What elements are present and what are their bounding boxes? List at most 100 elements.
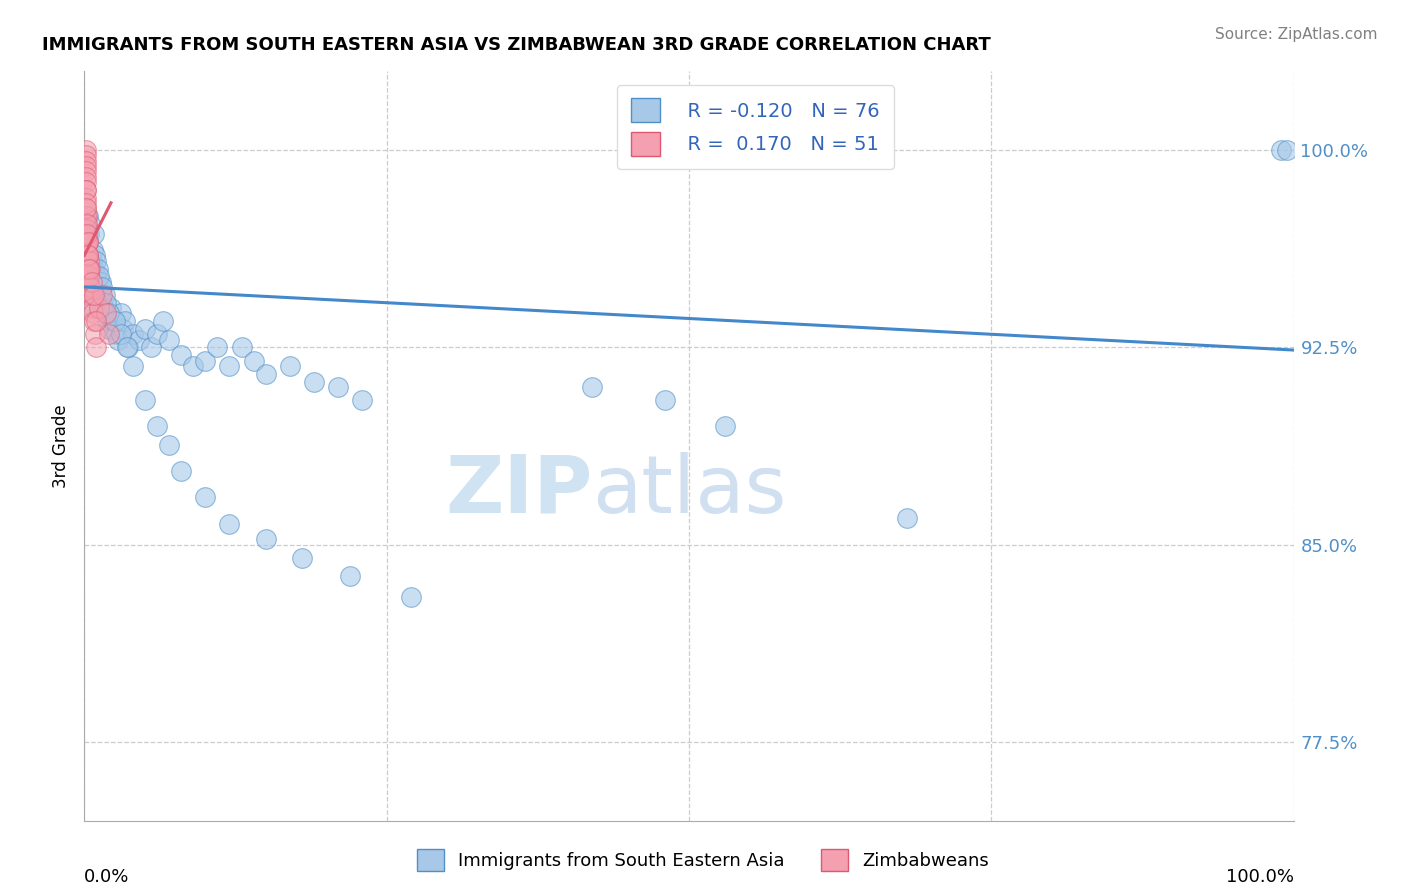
Point <box>86 340 108 354</box>
Point <box>654 392 676 407</box>
Point <box>80 275 103 289</box>
Text: Source: ZipAtlas.com: Source: ZipAtlas.com <box>1215 27 1378 42</box>
Point <box>302 375 325 389</box>
Point <box>75 175 97 189</box>
Point <box>86 314 108 328</box>
Point <box>79 248 101 262</box>
Point <box>194 353 217 368</box>
Point <box>94 288 117 302</box>
Text: IMMIGRANTS FROM SOUTH EASTERN ASIA VS ZIMBABWEAN 3RD GRADE CORRELATION CHART: IMMIGRANTS FROM SOUTH EASTERN ASIA VS ZI… <box>42 36 991 54</box>
Point <box>86 269 108 284</box>
Point <box>134 392 156 407</box>
Point <box>75 190 97 204</box>
Point <box>75 235 97 250</box>
Point <box>75 227 97 242</box>
Point <box>75 143 97 157</box>
Point <box>207 340 229 354</box>
Point <box>79 217 101 231</box>
Point <box>242 353 264 368</box>
Point <box>139 340 162 354</box>
Point <box>1270 143 1292 157</box>
Point <box>97 306 120 320</box>
Point <box>80 301 103 315</box>
Point <box>107 333 129 347</box>
Point <box>75 164 97 178</box>
Point <box>254 367 277 381</box>
Point <box>77 261 100 276</box>
Point <box>86 288 108 302</box>
Point <box>75 201 97 215</box>
Point <box>83 288 105 302</box>
Point <box>231 340 253 354</box>
Point <box>86 253 108 268</box>
Text: ZIP: ZIP <box>444 452 592 530</box>
Legend:   R = -0.120   N = 76,   R =  0.170   N = 51: R = -0.120 N = 76, R = 0.170 N = 51 <box>617 85 894 169</box>
Point <box>75 148 97 162</box>
Point <box>76 248 98 262</box>
Point <box>170 464 193 478</box>
Point <box>128 333 150 347</box>
Point <box>76 217 98 231</box>
Point <box>581 380 603 394</box>
Point <box>218 359 240 373</box>
Point <box>97 322 120 336</box>
Legend: Immigrants from South Eastern Asia, Zimbabweans: Immigrants from South Eastern Asia, Zimb… <box>409 842 997 879</box>
Point <box>87 301 110 315</box>
Point <box>91 280 114 294</box>
Point <box>75 183 97 197</box>
Point <box>77 269 100 284</box>
Point <box>104 327 127 342</box>
Point <box>76 227 98 242</box>
Point <box>110 327 132 342</box>
Point <box>75 217 97 231</box>
Point <box>181 359 204 373</box>
Point <box>218 516 240 531</box>
Point <box>399 590 422 604</box>
Point <box>83 301 105 315</box>
Point <box>77 227 100 242</box>
Point <box>89 288 111 302</box>
Point <box>103 314 125 328</box>
Point <box>75 183 97 197</box>
Point <box>328 380 350 394</box>
Point <box>97 327 120 342</box>
Text: 100.0%: 100.0% <box>1226 868 1294 886</box>
Point <box>96 314 118 328</box>
Point <box>1277 143 1299 157</box>
Point <box>77 209 100 223</box>
Point <box>87 269 110 284</box>
Point <box>100 301 122 315</box>
Point <box>352 392 374 407</box>
Point <box>77 248 100 262</box>
Point <box>77 235 100 250</box>
Point <box>77 275 100 289</box>
Point <box>121 327 143 342</box>
Point <box>76 235 98 250</box>
Point <box>77 248 100 262</box>
Point <box>76 261 98 276</box>
Point <box>75 201 97 215</box>
Point <box>94 306 117 320</box>
Point <box>339 569 361 583</box>
Point <box>76 222 98 236</box>
Point <box>94 306 117 320</box>
Point <box>94 295 117 310</box>
Point <box>896 511 918 525</box>
Point <box>83 314 105 328</box>
Point <box>76 209 98 223</box>
Point <box>117 340 139 354</box>
Point <box>82 243 104 257</box>
Point <box>80 288 103 302</box>
Point <box>291 550 314 565</box>
Point <box>112 322 135 336</box>
Point <box>714 419 737 434</box>
Point <box>278 359 301 373</box>
Point <box>90 275 112 289</box>
Point <box>77 288 100 302</box>
Point <box>157 438 180 452</box>
Point <box>82 306 104 320</box>
Point <box>146 419 169 434</box>
Point <box>79 280 101 294</box>
Point <box>93 301 115 315</box>
Point <box>152 314 174 328</box>
